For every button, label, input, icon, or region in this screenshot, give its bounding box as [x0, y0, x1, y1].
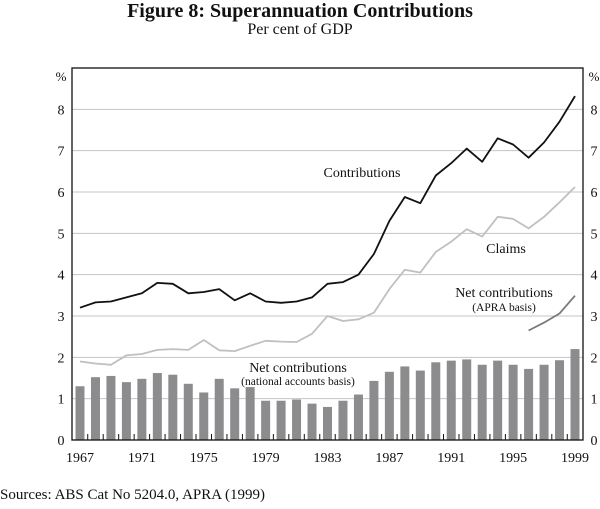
bar — [431, 362, 441, 440]
bar — [493, 360, 503, 440]
bar — [137, 378, 147, 440]
x-axis-ticks — [87, 434, 568, 440]
bar — [508, 364, 518, 440]
bar — [323, 406, 332, 440]
label-net-apra-line2: (APRA basis) — [472, 302, 536, 314]
bar — [106, 375, 116, 440]
x-axis-labels: 1967 1971 1975 1979 1983 1987 1991 1995 1999 — [66, 451, 589, 466]
bar-series-net-contributions-national — [75, 349, 580, 440]
y-unit-label-left: % — [56, 69, 67, 84]
bar — [245, 387, 255, 440]
label-claims: Claims — [486, 242, 526, 257]
bar — [524, 368, 534, 440]
y-tick-label-left: 6 — [58, 186, 65, 201]
bar — [214, 378, 224, 440]
y-axis-left: 0 1 2 3 4 5 6 7 8% — [56, 69, 67, 449]
chart-subtitle: Per cent of GDP — [247, 21, 353, 38]
bar — [539, 364, 549, 440]
x-tick-label: 1983 — [314, 451, 342, 466]
y-tick-label-left: 3 — [58, 310, 65, 325]
x-tick-label: 1995 — [499, 451, 527, 466]
y-axis-right: 0 1 2 3 4 5 6 7 8% — [589, 69, 600, 449]
y-tick-label-right: 8 — [591, 103, 598, 118]
bar — [292, 399, 302, 440]
label-net-national-line2: (national accounts basis) — [241, 376, 355, 388]
line-series-group — [79, 95, 576, 366]
y-tick-label-right: 2 — [591, 351, 598, 366]
label-contributions: Contributions — [323, 166, 400, 181]
x-tick-label: 1999 — [561, 451, 589, 466]
bar — [152, 373, 162, 440]
y-tick-label-left: 0 — [58, 434, 65, 449]
bar — [168, 374, 178, 440]
x-tick-label: 1975 — [190, 451, 218, 466]
y-tick-label-left: 2 — [58, 351, 65, 366]
bar — [477, 364, 487, 440]
y-tick-label-right: 0 — [591, 434, 598, 449]
y-tick-label-left: 1 — [58, 393, 65, 408]
sources-note: Sources: ABS Cat No 5204.0, APRA (1999) — [0, 487, 266, 503]
y-tick-label-right: 6 — [591, 186, 598, 201]
label-net-national-line1: Net contributions — [249, 361, 347, 376]
chart-title: Figure 8: Superannuation Contributions — [127, 0, 473, 22]
x-tick-label: 1967 — [66, 451, 94, 466]
bar — [400, 366, 410, 440]
y-tick-label-right: 4 — [591, 269, 598, 284]
y-tick-label-left: 7 — [58, 145, 65, 160]
bar — [75, 386, 85, 440]
bar — [307, 403, 317, 440]
line-net-contributions-apra — [528, 295, 576, 332]
y-tick-label-left: 5 — [58, 227, 65, 242]
bar — [369, 380, 379, 440]
bar — [276, 400, 286, 440]
bar — [384, 371, 394, 440]
y-tick-label-left: 8 — [58, 103, 65, 118]
bar — [338, 400, 348, 440]
y-tick-label-right: 7 — [591, 145, 598, 160]
x-tick-label: 1971 — [128, 451, 156, 466]
bar — [570, 349, 580, 440]
bar — [261, 400, 271, 440]
bar — [462, 359, 472, 440]
y-tick-label-right: 1 — [591, 393, 598, 408]
y-tick-label-right: 3 — [591, 310, 598, 325]
bar — [121, 382, 131, 440]
bar — [199, 392, 209, 440]
bar — [230, 388, 240, 440]
bar — [90, 377, 100, 440]
bar — [415, 370, 425, 440]
bar — [353, 394, 363, 440]
y-tick-label-left: 4 — [58, 269, 65, 284]
label-net-apra-line1: Net contributions — [455, 286, 553, 301]
bar — [555, 360, 565, 440]
x-tick-label: 1991 — [437, 451, 465, 466]
y-tick-label-right: 5 — [591, 227, 598, 242]
plot-frame — [71, 67, 584, 441]
x-tick-label: 1979 — [252, 451, 280, 466]
line-contributions — [79, 95, 576, 309]
line-claims — [79, 186, 576, 366]
y-unit-label-right: % — [589, 69, 600, 84]
bar — [183, 383, 193, 440]
bar — [446, 360, 456, 440]
x-tick-label: 1987 — [375, 451, 403, 466]
